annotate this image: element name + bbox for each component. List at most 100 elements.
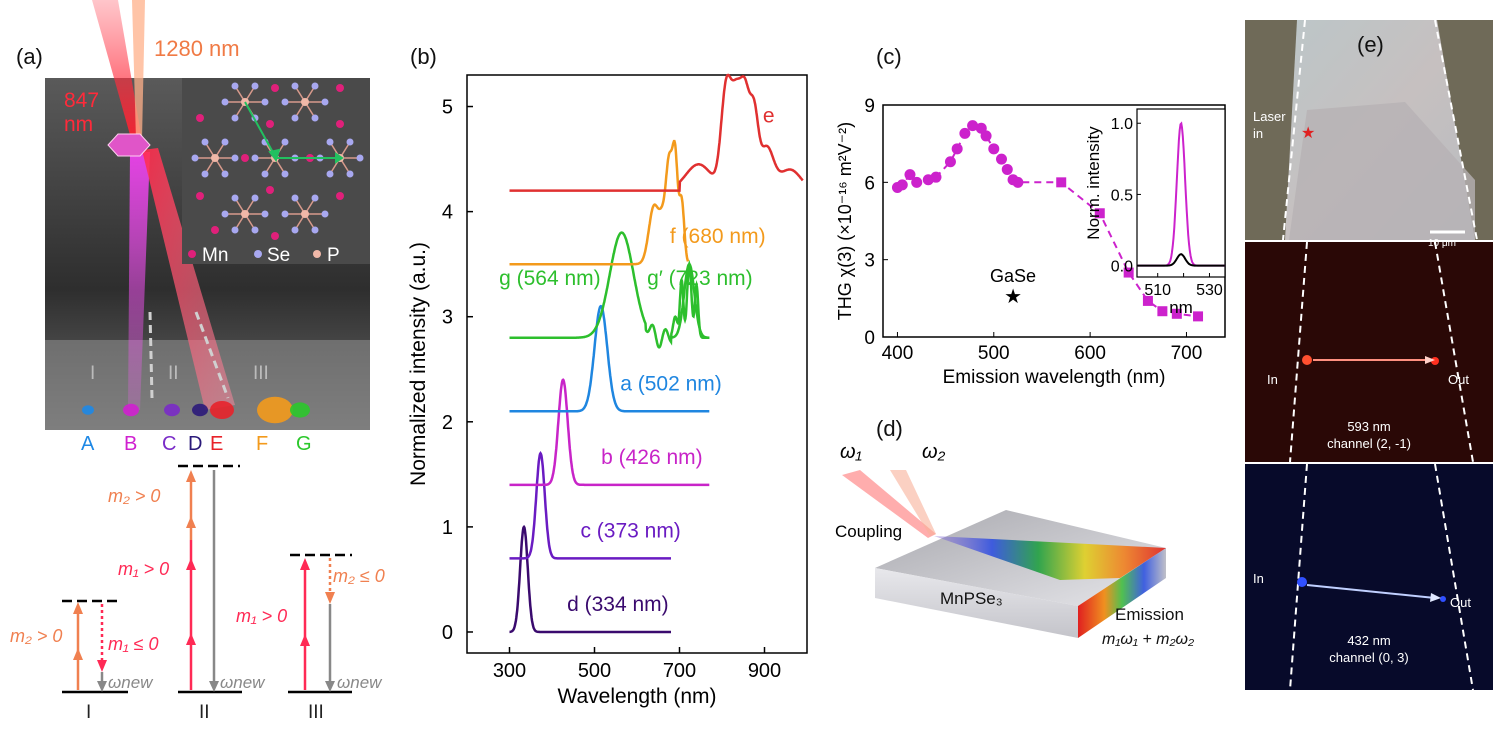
- spot-letter-C: C: [162, 433, 176, 455]
- panel-label-d: (d): [876, 416, 903, 441]
- beam-label-847-top: 847: [64, 89, 99, 112]
- y-tick-label: 0: [442, 622, 453, 644]
- diagram-I-m1: m₁ ≤ 0: [108, 634, 159, 654]
- x-tick-label: 300: [493, 660, 526, 682]
- series-e: [509, 73, 804, 192]
- inset-y-tick-label: 1.0: [1111, 116, 1133, 133]
- diagram-I-label: I: [86, 702, 91, 723]
- spot-letter-A: A: [81, 433, 95, 455]
- y-tick-label: 6: [864, 173, 875, 194]
- legend-p: P: [327, 245, 340, 266]
- laser-in-line1: Laser: [1253, 109, 1286, 124]
- plot-frame: [466, 74, 808, 654]
- y-tick-label: 5: [442, 97, 453, 119]
- series-label-d: d (334 nm): [567, 593, 669, 616]
- inset-peak-ref: [1137, 253, 1225, 267]
- inset-y-tick-label: 0.0: [1111, 259, 1133, 276]
- series-label-c: c (373 nm): [580, 519, 680, 542]
- material-label: MnPSe₃: [940, 589, 1003, 608]
- y-axis-label: Normalized intensity (a.u.): [407, 242, 430, 486]
- series-d: [509, 524, 671, 634]
- omega1-label: ω₁: [840, 441, 862, 463]
- energy-diagram: m₂ > 0 m₁ ≤ 0 ωnew I m₂ > 0 m₁ > 0 ωnew …: [10, 464, 385, 723]
- data-point-circle: [967, 120, 979, 132]
- data-point-circle: [988, 143, 1000, 155]
- region-label-II: II: [168, 363, 179, 384]
- spot-letter-B: B: [124, 433, 137, 455]
- data-point-square: [1193, 311, 1204, 322]
- emission-label: Emission: [1115, 605, 1184, 624]
- bot-wavelength: 432 nm: [1347, 633, 1391, 648]
- divider-2: [194, 311, 230, 399]
- bot-in-label: In: [1253, 571, 1264, 586]
- spot-letter-F: F: [256, 433, 268, 455]
- bot-channel: channel (0, 3): [1329, 650, 1409, 665]
- spot-F: [257, 396, 293, 424]
- x-axis-label: Emission wavelength (nm): [943, 367, 1166, 388]
- data-point-circle: [944, 156, 956, 168]
- laser-in-line2: in: [1253, 126, 1264, 141]
- y-tick-label: 3: [864, 251, 875, 272]
- diagram-II-m1: m₁ > 0: [118, 559, 169, 579]
- diagram-III-m2: m₂ ≤ 0: [333, 566, 385, 586]
- data-point-circle: [911, 176, 923, 188]
- panel-label-a: (a): [16, 44, 43, 69]
- x-tick-label: 500: [578, 660, 611, 682]
- legend-se-dot: [254, 250, 262, 258]
- data-point-square: [1056, 177, 1067, 188]
- divider-1: [148, 311, 154, 399]
- spot-E: [210, 401, 234, 419]
- panel-label-b: (b): [410, 44, 437, 69]
- spot-letter-E: E: [210, 433, 223, 455]
- legend-se: Se: [267, 245, 290, 266]
- data-point-square: [1157, 306, 1168, 317]
- data-point-circle: [951, 143, 963, 155]
- beam-omega1: [842, 470, 936, 538]
- laser-in-label: Laser in: [1253, 108, 1286, 142]
- coupling-label: Coupling: [835, 522, 902, 541]
- data-point-circle: [896, 179, 908, 191]
- omega2-label: ω₂: [922, 441, 946, 463]
- beam-1280-incoming: [132, 0, 145, 140]
- inset-frame: [1136, 108, 1226, 278]
- spot-letter-D: D: [188, 433, 202, 455]
- diagram-I-m2: m₂ > 0: [10, 626, 62, 646]
- series-b: [509, 378, 710, 487]
- series-label-b: b (426 nm): [601, 446, 703, 469]
- series-label-g: g (564 nm): [499, 267, 601, 290]
- region-label-I: I: [90, 363, 95, 384]
- lattice-atoms: [191, 82, 364, 240]
- diagram-III-omega: ωnew: [337, 673, 383, 692]
- y-axis-label: THG χ(3) (×10⁻¹⁶ m²V⁻²): [835, 122, 855, 320]
- data-point-circle: [930, 171, 942, 183]
- data-point-circle: [995, 153, 1007, 165]
- legend-p-dot: [313, 250, 321, 258]
- spot-A: [82, 405, 94, 415]
- emission-formula: m₁ω₁ + m₂ω₂: [1102, 631, 1194, 648]
- series-label-g_prime: g′ (723 nm): [647, 267, 752, 290]
- red-emission-image: [1245, 242, 1493, 462]
- series-c: [509, 451, 671, 560]
- diagram-I-omega: ωnew: [108, 673, 154, 692]
- thg-chart: 400 500 600 700 0 3 6 9 Emission wavelength (nm)…: [835, 96, 1226, 388]
- x-tick-label: 500: [978, 343, 1010, 364]
- mid-caption: 593 nm channel (2, -1): [1245, 418, 1493, 452]
- x-tick-label: 900: [748, 660, 781, 682]
- spot-G: [290, 402, 310, 418]
- crystal-hexagon: [107, 133, 151, 157]
- x-tick-label: 700: [663, 660, 696, 682]
- reference-label: GaSe: [990, 266, 1036, 286]
- series-a: [509, 304, 710, 413]
- inset-x-tick-label: 530: [1196, 282, 1223, 299]
- inset-x-tick-label: 510: [1144, 282, 1171, 299]
- diagram-II-label: II: [199, 702, 210, 723]
- data-point-square: [1142, 295, 1153, 306]
- y-tick-label: 2: [442, 412, 453, 434]
- y-tick-label: 3: [442, 307, 453, 329]
- x-axis-label: Wavelength (nm): [557, 685, 716, 708]
- slab-side: [1078, 548, 1166, 638]
- data-point-circle: [904, 169, 916, 181]
- diagram-II-omega: ωnew: [220, 673, 266, 692]
- laser-star-icon: ★: [1301, 125, 1315, 142]
